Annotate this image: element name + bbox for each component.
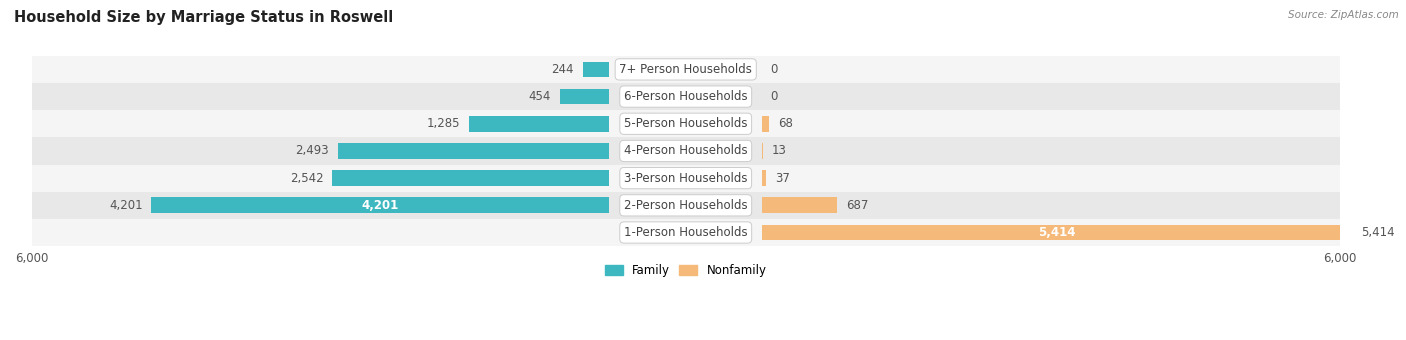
- Text: 0: 0: [770, 63, 778, 76]
- Bar: [762, 170, 766, 186]
- Text: 1-Person Households: 1-Person Households: [624, 226, 748, 239]
- Text: 687: 687: [845, 199, 868, 212]
- Text: 37: 37: [775, 172, 790, 185]
- Text: 1,285: 1,285: [427, 117, 461, 130]
- Text: 4,201: 4,201: [110, 199, 143, 212]
- Bar: [560, 89, 609, 104]
- Bar: [32, 192, 1340, 219]
- Bar: [337, 143, 609, 159]
- Text: 0: 0: [770, 90, 778, 103]
- Text: 13: 13: [772, 144, 787, 157]
- Text: 4-Person Households: 4-Person Households: [624, 144, 748, 157]
- Bar: [32, 83, 1340, 110]
- Bar: [762, 198, 837, 213]
- Text: 7+ Person Households: 7+ Person Households: [619, 63, 752, 76]
- Legend: Family, Nonfamily: Family, Nonfamily: [600, 260, 772, 282]
- Bar: [32, 165, 1340, 192]
- Text: 2,493: 2,493: [295, 144, 329, 157]
- Bar: [32, 56, 1340, 83]
- Text: Source: ZipAtlas.com: Source: ZipAtlas.com: [1288, 10, 1399, 20]
- Text: 5,414: 5,414: [1039, 226, 1076, 239]
- Bar: [332, 170, 609, 186]
- Text: 6-Person Households: 6-Person Households: [624, 90, 748, 103]
- Bar: [470, 116, 609, 132]
- Text: 5-Person Households: 5-Person Households: [624, 117, 748, 130]
- Bar: [762, 143, 763, 159]
- Text: 454: 454: [529, 90, 551, 103]
- Text: 2,542: 2,542: [290, 172, 323, 185]
- Bar: [583, 62, 609, 77]
- Bar: [32, 219, 1340, 246]
- Text: Household Size by Marriage Status in Roswell: Household Size by Marriage Status in Ros…: [14, 10, 394, 25]
- Text: 244: 244: [551, 63, 574, 76]
- Bar: [32, 110, 1340, 137]
- Text: 68: 68: [778, 117, 793, 130]
- Text: 2-Person Households: 2-Person Households: [624, 199, 748, 212]
- Bar: [762, 225, 1353, 240]
- Text: 5,414: 5,414: [1361, 226, 1395, 239]
- Bar: [152, 198, 609, 213]
- Text: 4,201: 4,201: [361, 199, 399, 212]
- Bar: [762, 116, 769, 132]
- Text: 3-Person Households: 3-Person Households: [624, 172, 748, 185]
- Bar: [32, 137, 1340, 165]
